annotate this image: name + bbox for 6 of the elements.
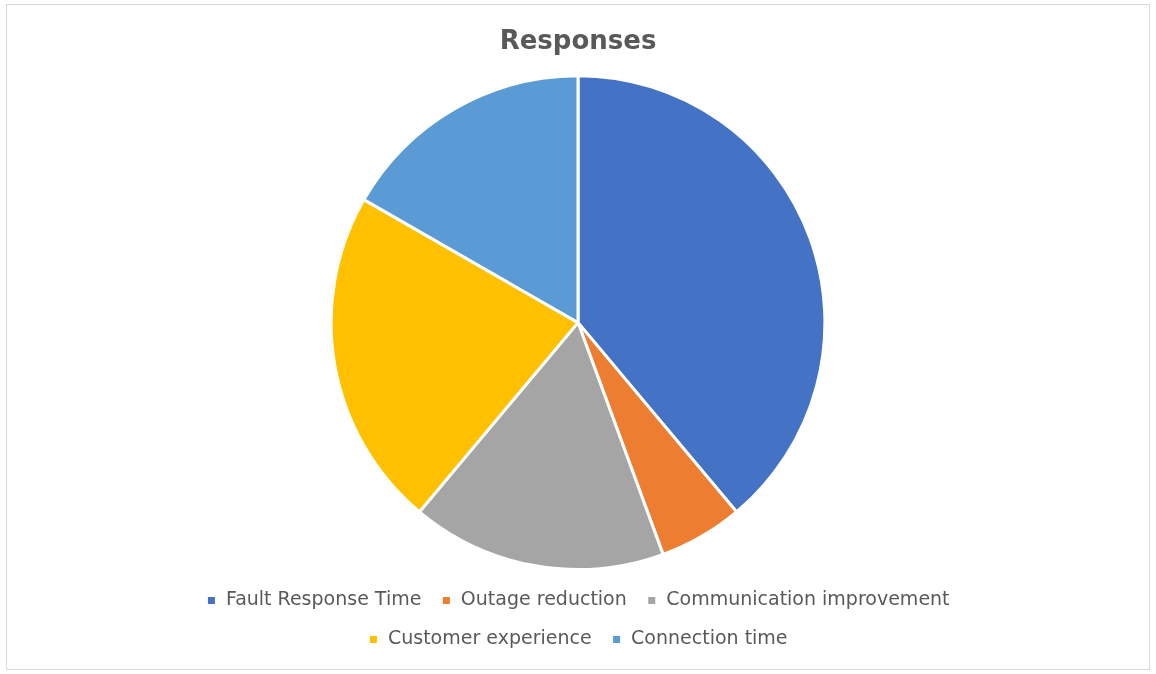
- legend-label: Customer experience: [387, 626, 592, 649]
- chart-title: Responses: [499, 25, 657, 56]
- legend-label: Outage reduction: [460, 587, 627, 610]
- legend-label: Connection time: [631, 626, 788, 649]
- legend-label: Communication improvement: [666, 587, 950, 610]
- legend-label: Fault Response Time: [225, 587, 422, 610]
